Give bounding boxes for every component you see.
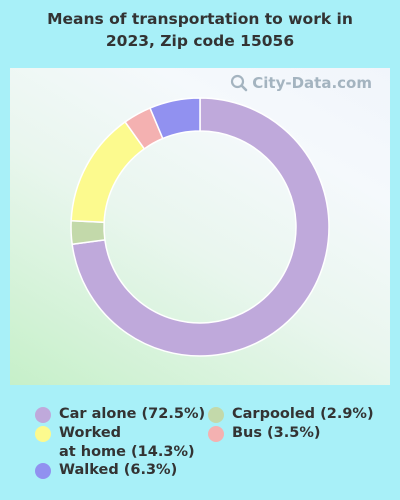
chart-title-line-2: 2023, Zip code 15056	[105, 32, 295, 50]
watermark: City-Data.com	[230, 74, 372, 92]
legend-swatch	[208, 426, 224, 442]
legend-item-carpooled: Carpooled (2.9%)	[208, 405, 374, 424]
donut-slice-walked	[149, 97, 201, 140]
donut-chart	[70, 97, 330, 357]
legend-item-bus: Bus (3.5%)	[208, 424, 321, 443]
legend-label-line-2: at home (14.3%)	[59, 444, 195, 460]
donut-slice-car-alone	[71, 97, 330, 357]
legend-item-car-alone: Car alone (72.5%)	[35, 405, 205, 424]
legend-swatch	[35, 463, 51, 479]
legend-swatch	[208, 407, 224, 423]
legend-label: Car alone (72.5%)	[59, 406, 206, 422]
legend-item-walked: Walked (6.3%)	[35, 461, 177, 480]
donut-slice-worked-at-home	[70, 120, 146, 224]
legend-label: Carpooled (2.9%)	[232, 406, 374, 422]
legend-label: Walked (6.3%)	[59, 462, 178, 478]
legend-label: Bus (3.5%)	[232, 425, 321, 441]
legend-item-worked-at-home: Worked at home (14.3%)	[35, 424, 195, 462]
legend-label: Worked	[59, 425, 122, 441]
donut-slice-carpooled	[70, 219, 106, 246]
legend-swatch	[35, 426, 51, 442]
legend-swatch	[35, 407, 51, 423]
chart-title: Means of transportation to work in 2023,…	[0, 8, 400, 52]
chart-title-line-1: Means of transportation to work in	[47, 10, 353, 28]
watermark-text: City-Data.com	[252, 74, 372, 92]
magnifier-icon	[231, 74, 248, 92]
plot-area: City-Data.com	[10, 68, 390, 385]
legend: Car alone (72.5%) Worked at home (14.3%)…	[0, 395, 400, 500]
